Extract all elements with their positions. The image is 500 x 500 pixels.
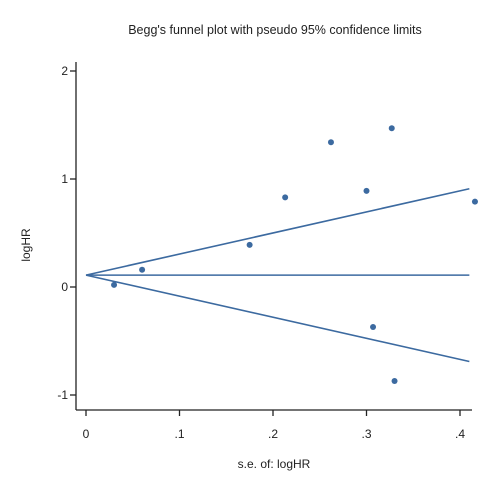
y-tick-label: 2 xyxy=(61,64,68,78)
data-point xyxy=(282,194,289,201)
lower-confidence-limit xyxy=(85,274,470,363)
y-ticks: -1 0 1 2 xyxy=(57,64,76,402)
data-point xyxy=(370,323,377,330)
chart-title: Begg's funnel plot with pseudo 95% confi… xyxy=(128,23,422,37)
data-point xyxy=(391,377,398,384)
data-point xyxy=(363,187,370,194)
x-tick-label: 0 xyxy=(83,427,90,441)
data-point xyxy=(327,139,334,146)
x-tick-label: .2 xyxy=(268,427,278,441)
x-tick-label: .1 xyxy=(174,427,184,441)
x-ticks: 0 .1 .2 .3 .4 xyxy=(83,410,465,441)
data-points xyxy=(111,125,478,384)
x-axis-label: s.e. of: logHR xyxy=(238,457,311,471)
y-tick-label: 0 xyxy=(61,280,68,294)
data-point xyxy=(246,241,253,248)
data-point xyxy=(111,281,118,288)
x-tick-label: .4 xyxy=(455,427,465,441)
data-point xyxy=(139,266,146,273)
y-tick-label: 1 xyxy=(61,172,68,186)
funnel-lines xyxy=(85,187,470,363)
y-tick-label: -1 xyxy=(57,388,68,402)
x-tick-label: .3 xyxy=(361,427,371,441)
data-point xyxy=(388,125,395,132)
upper-confidence-limit xyxy=(85,187,470,276)
data-point xyxy=(471,198,478,205)
y-axis-label: logHR xyxy=(19,228,33,262)
